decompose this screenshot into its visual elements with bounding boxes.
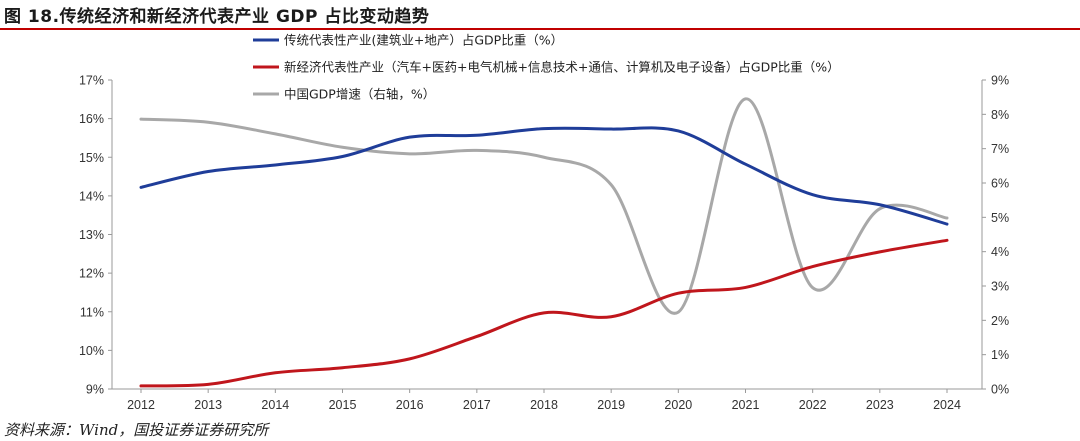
- x-tick-label: 2015: [329, 398, 357, 412]
- x-tick-label: 2014: [261, 398, 289, 412]
- right-tick-label: 5%: [991, 211, 1009, 225]
- left-tick-label: 13%: [79, 228, 104, 242]
- right-tick-label: 9%: [991, 74, 1009, 88]
- x-tick-label: 2013: [194, 398, 222, 412]
- left-tick-label: 11%: [80, 305, 104, 319]
- x-tick-label: 2024: [933, 398, 961, 412]
- x-tick-label: 2019: [597, 398, 625, 412]
- x-tick-label: 2012: [127, 398, 155, 412]
- x-tick-label: 2016: [396, 398, 424, 412]
- left-tick-label: 17%: [79, 74, 104, 88]
- right-tick-label: 8%: [991, 108, 1009, 122]
- left-tick-label: 14%: [79, 189, 104, 203]
- source-note: 资料来源：Wind，国投证券证券研究所: [4, 421, 269, 439]
- left-tick-label: 16%: [79, 112, 104, 126]
- figure-title: 图 18.传统经济和新经济代表产业 GDP 占比变动趋势: [4, 7, 430, 27]
- new-economy-share-line: [139, 238, 949, 388]
- left-tick-label: 15%: [79, 151, 104, 165]
- left-tick-label: 9%: [86, 383, 104, 397]
- x-tick-label: 2018: [530, 398, 558, 412]
- legend-gdp-growth-label: 中国GDP增速（右轴，%）: [284, 87, 435, 102]
- right-tick-label: 4%: [991, 245, 1009, 259]
- right-tick-label: 6%: [991, 177, 1009, 191]
- x-tick-label: 2021: [732, 398, 760, 412]
- legend-traditional-label: 传统代表性产业(建筑业+地产）占GDP比重（%）: [284, 33, 563, 48]
- x-tick-label: 2022: [799, 398, 827, 412]
- x-tick-label: 2017: [463, 398, 491, 412]
- legend-new-economy-label: 新经济代表性产业（汽车+医药+电气机械+信息技术+通信、计算机及电子设备）占GD…: [284, 60, 840, 75]
- right-tick-label: 3%: [991, 280, 1009, 294]
- gdp-growth-line: [139, 97, 949, 315]
- right-tick-label: 7%: [991, 142, 1009, 156]
- x-tick-label: 2023: [866, 398, 894, 412]
- title-divider: [0, 28, 1080, 30]
- x-tick-label: 2020: [664, 398, 692, 412]
- left-tick-label: 10%: [79, 344, 104, 358]
- left-tick-label: 12%: [79, 267, 104, 281]
- traditional-industry-share-line: [139, 126, 949, 226]
- right-tick-label: 1%: [991, 348, 1009, 362]
- right-tick-label: 0%: [991, 383, 1009, 397]
- right-tick-label: 2%: [991, 314, 1009, 328]
